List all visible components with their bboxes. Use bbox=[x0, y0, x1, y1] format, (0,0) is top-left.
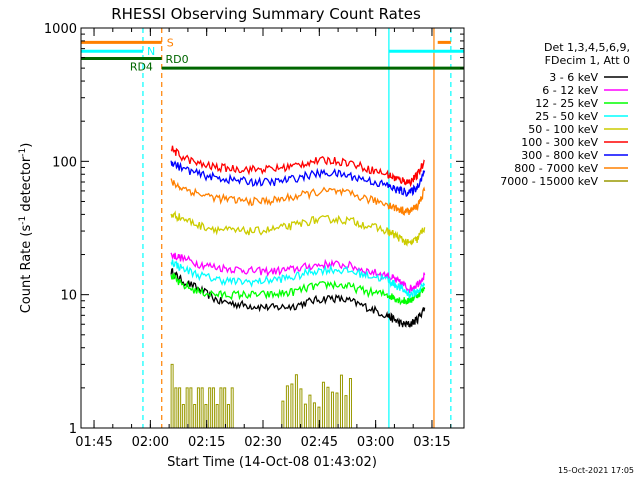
y-tick-label: 1 bbox=[69, 422, 77, 437]
legend-label-6: 300 - 800 keV bbox=[521, 149, 598, 162]
saa-bar-label: S bbox=[167, 36, 174, 49]
series-line-8 bbox=[170, 363, 352, 429]
rd0-bar-label: RD0 bbox=[165, 53, 188, 66]
plot-frame bbox=[80, 27, 465, 429]
y-axis-label-sup1: -1 bbox=[18, 216, 28, 225]
series-line-0 bbox=[170, 268, 426, 329]
x-tick-label: 03:15 bbox=[413, 435, 450, 450]
legend-label-1: 6 - 12 keV bbox=[542, 84, 598, 97]
series-line-3 bbox=[170, 259, 426, 299]
legend-label-5: 100 - 300 keV bbox=[521, 136, 598, 149]
y-axis-label-sup2: -1 bbox=[18, 148, 28, 157]
series-line-1 bbox=[170, 252, 426, 295]
x-tick-label: 03:00 bbox=[357, 435, 394, 450]
x-axis-label: Start Time (14-Oct-08 01:43:02) bbox=[167, 455, 377, 470]
legend-label-4: 50 - 100 keV bbox=[528, 123, 598, 136]
series-line-6 bbox=[170, 160, 426, 197]
footer-date: 15-Oct-2021 17:05 bbox=[558, 466, 634, 475]
legend-label-3: 25 - 50 keV bbox=[535, 110, 598, 123]
x-tick-label: 02:30 bbox=[244, 435, 281, 450]
y-tick-label: 1000 bbox=[44, 22, 77, 37]
legend-label-7: 800 - 7000 keV bbox=[514, 162, 598, 175]
series-line-5 bbox=[170, 145, 426, 188]
chart-title: RHESSI Observing Summary Count Rates bbox=[111, 5, 421, 23]
legend-header-1: Det 1,3,4,5,6,9, bbox=[544, 41, 630, 54]
y-axis-label-mid: detector bbox=[19, 156, 34, 216]
y-axis-label: Count Rate (s-1 detector-1) bbox=[18, 143, 34, 314]
x-tick-label: 02:15 bbox=[188, 435, 225, 450]
series-line-7 bbox=[170, 178, 426, 216]
y-tick-label: 100 bbox=[52, 155, 77, 170]
x-tick-label: 01:45 bbox=[75, 435, 112, 450]
x-tick-label: 02:00 bbox=[132, 435, 169, 450]
legend-label-0: 3 - 6 keV bbox=[549, 71, 598, 84]
night-bar-label: N bbox=[147, 45, 155, 58]
series-line-2 bbox=[170, 272, 426, 306]
rd4-bar-label: RD4 bbox=[130, 61, 153, 74]
y-tick-label: 10 bbox=[60, 289, 77, 304]
y-axis-label-end: ) bbox=[19, 143, 34, 148]
series-line-4 bbox=[170, 210, 426, 247]
x-tick-label: 02:45 bbox=[301, 435, 338, 450]
y-axis-label-main: Count Rate (s bbox=[19, 225, 34, 314]
legend-label-8: 7000 - 15000 keV bbox=[500, 175, 598, 188]
legend-label-2: 12 - 25 keV bbox=[535, 97, 598, 110]
legend-header-2: FDecim 1, Att 0 bbox=[545, 54, 630, 67]
